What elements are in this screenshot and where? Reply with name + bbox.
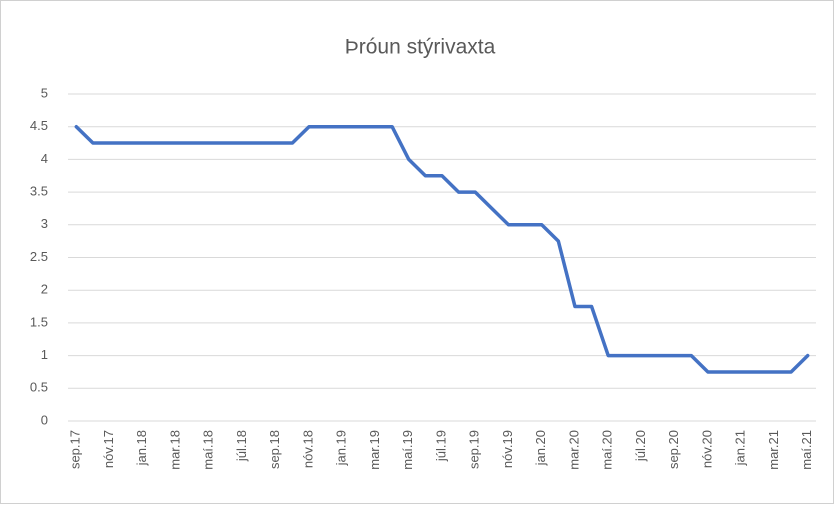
x-tick-label: mar.20 <box>566 430 581 470</box>
y-tick-label: 4 <box>41 151 48 166</box>
x-tick-label: sep.18 <box>267 430 282 469</box>
x-tick-label: nóv.19 <box>500 430 515 468</box>
x-tick-label: mar.18 <box>167 430 182 470</box>
x-tick-label: sep.17 <box>68 430 83 469</box>
x-tick-label: sep.19 <box>467 430 482 469</box>
x-tick-label: mar.19 <box>367 430 382 470</box>
x-tick-label: sep.20 <box>666 430 681 469</box>
chart-title: Þróun stýrivaxta <box>345 36 496 59</box>
x-tick-label: jan.19 <box>334 430 349 466</box>
x-tick-label: júl.20 <box>633 430 648 462</box>
x-tick-label: maí.21 <box>799 430 814 470</box>
x-tick-label: maí.19 <box>400 430 415 470</box>
y-tick-label: 3.5 <box>30 184 48 199</box>
data-line <box>74 124 810 374</box>
y-tick-label: 1 <box>41 347 48 362</box>
y-tick-label: 0 <box>41 412 48 427</box>
x-tick-label: nóv.17 <box>101 430 116 468</box>
y-tick-label: 3 <box>41 216 48 231</box>
x-tick-label: jan.20 <box>533 430 548 466</box>
y-tick-label: 2 <box>41 282 48 297</box>
x-tick-label: jan.18 <box>134 430 149 466</box>
y-tick-label: 2.5 <box>30 249 48 264</box>
x-tick-label: jan.21 <box>733 430 748 466</box>
y-tick-label: 0.5 <box>30 380 48 395</box>
y-tick-label: 4.5 <box>30 118 48 133</box>
x-tick-label: nóv.20 <box>699 430 714 468</box>
x-tick-label: maí.20 <box>600 430 615 470</box>
y-tick-label: 5 <box>41 85 48 100</box>
x-tick-label: maí.18 <box>201 430 216 470</box>
x-tick-label: júl.19 <box>433 430 448 462</box>
y-tick-label: 1.5 <box>30 314 48 329</box>
x-tick-label: nóv.18 <box>300 430 315 468</box>
x-tick-label: mar.21 <box>766 430 781 470</box>
x-tick-label: júl.18 <box>234 430 249 462</box>
